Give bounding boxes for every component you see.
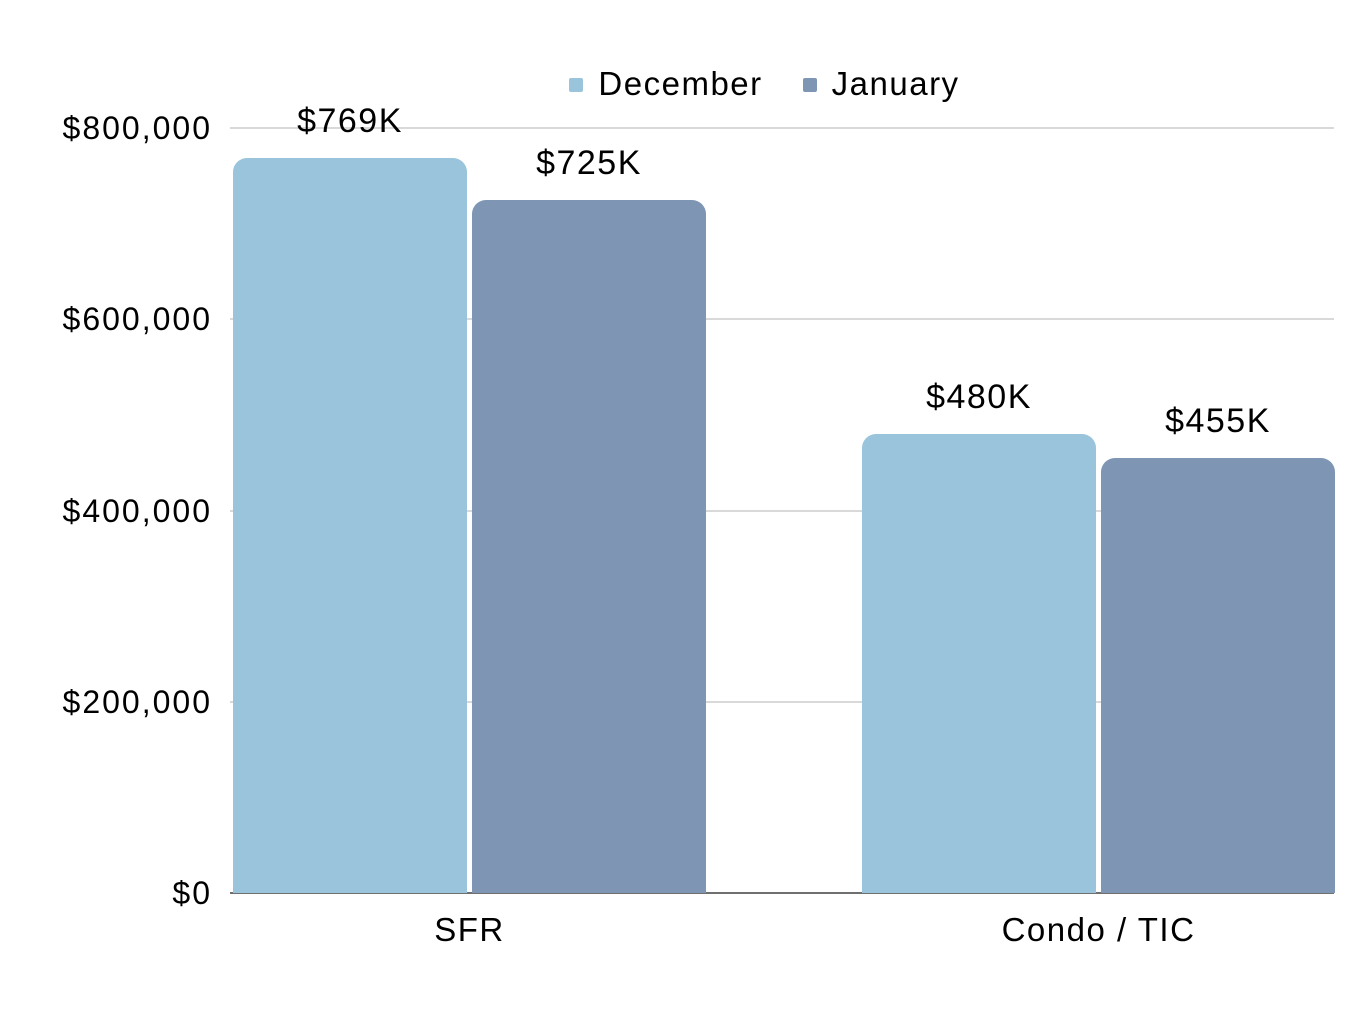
legend-label-january: January [831,65,960,102]
gridline [230,509,1334,512]
gridline [230,127,1334,129]
bar-value-label: $725K [536,143,642,182]
bar-december-condo-tic [862,434,1096,893]
gridline [230,318,1334,321]
x-axis-category-label: Condo / TIC [1001,911,1196,948]
bar-january-condo-tic [1101,457,1335,893]
legend-label-december: December [598,65,763,102]
gridline [230,700,1334,703]
y-axis-tick-label: $400,000 [62,492,212,529]
y-axis-tick-label: $200,000 [62,683,212,720]
x-axis-line [230,892,1334,894]
legend-item-january: January [802,65,960,103]
legend-item-december: December [569,65,762,103]
legend-swatch-january-icon [802,78,817,92]
bar-january-sfr [472,199,706,893]
bar-value-label: $480K [926,378,1032,416]
legend: December January [212,62,1317,106]
bar-value-label: $455K [1165,401,1271,440]
legend-swatch-december-icon [569,78,584,92]
y-axis-tick-label: $0 [172,875,212,911]
y-axis-tick-label: $600,000 [62,301,212,338]
y-axis-tick-label: $800,000 [62,110,212,146]
bar-value-label: $769K [297,101,403,140]
bar-december-sfr [233,157,467,893]
x-axis-category-label: SFR [434,911,505,948]
